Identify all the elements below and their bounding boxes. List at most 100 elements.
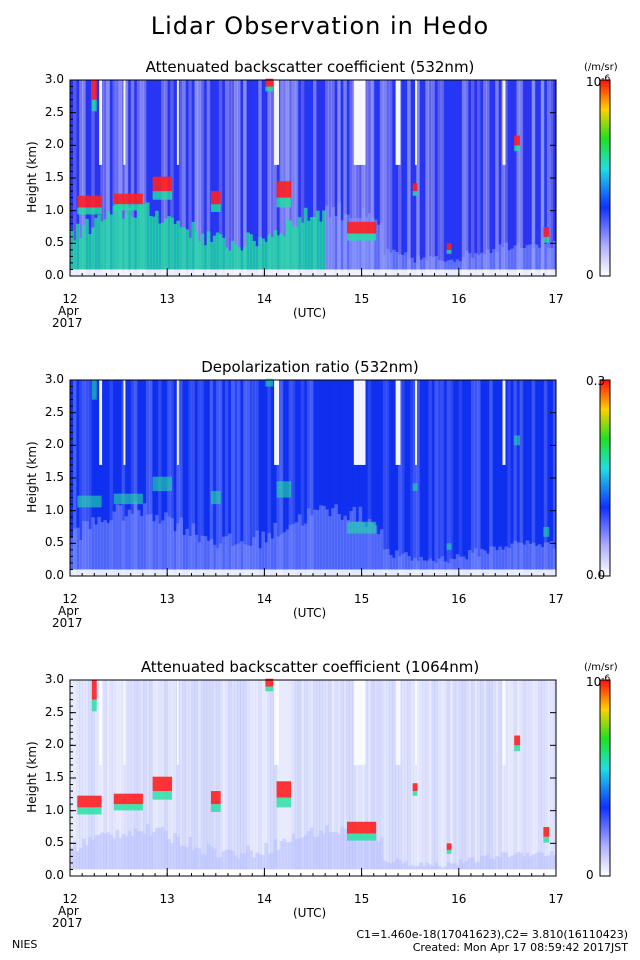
- heatmap-column: [516, 80, 521, 276]
- heatmap-column: [130, 380, 135, 576]
- heatmap-column: [206, 380, 211, 576]
- heatmap-column: [82, 80, 86, 276]
- boundary-layer-cell: [167, 216, 171, 270]
- heatmap-column: [528, 80, 533, 276]
- boundary-layer-cell: [152, 216, 156, 270]
- boundary-layer-cell: [349, 218, 354, 270]
- near-ground-mask: [70, 569, 556, 576]
- heatmap-column: [121, 380, 126, 576]
- heatmap-column: [294, 680, 299, 876]
- boundary-layer-cell: [437, 865, 442, 870]
- boundary-layer-cell: [349, 511, 354, 570]
- boundary-layer-cell: [331, 832, 335, 870]
- heatmap-column: [179, 80, 183, 276]
- boundary-layer-cell: [227, 250, 232, 270]
- boundary-layer-cell: [419, 556, 423, 570]
- boundary-layer-cell: [185, 229, 190, 270]
- boundary-layer-cell: [340, 519, 344, 570]
- boundary-layer-cell: [145, 202, 150, 270]
- boundary-layer-cell: [464, 250, 469, 270]
- heatmap-column: [501, 680, 505, 876]
- x-tick-label: 12: [62, 292, 78, 306]
- heatmap-column: [288, 380, 293, 576]
- heatmap-column: [309, 680, 314, 876]
- heatmap-column: [158, 80, 162, 276]
- heatmap-column: [379, 80, 384, 276]
- boundary-layer-cell: [379, 837, 384, 870]
- boundary-layer-cell: [546, 542, 551, 570]
- heatmap-column: [252, 680, 256, 876]
- heatmap-column: [452, 380, 457, 576]
- heatmap-column: [176, 680, 180, 876]
- boundary-layer-cell: [218, 543, 223, 570]
- heatmap-column: [352, 80, 357, 276]
- heatmap-column: [234, 380, 238, 576]
- heatmap-column: [249, 680, 253, 876]
- heatmap-column: [419, 80, 423, 276]
- boundary-layer-cell: [194, 847, 199, 870]
- heatmap-column: [525, 80, 530, 276]
- heatmap-column: [279, 680, 284, 876]
- heatmap-column: [133, 80, 138, 276]
- boundary-layer-cell: [133, 500, 138, 570]
- near-ground-mask: [70, 269, 556, 276]
- y-tick-label: 3.0: [44, 72, 64, 86]
- boundary-layer-cell: [404, 861, 408, 870]
- data-gap: [99, 380, 103, 465]
- boundary-layer-cell: [334, 216, 338, 270]
- boundary-layer-cell: [173, 223, 177, 270]
- heatmap-column: [516, 380, 521, 576]
- boundary-layer-cell: [346, 520, 351, 570]
- boundary-layer-cell: [82, 520, 86, 570]
- heatmap-column: [413, 80, 417, 276]
- heatmap-column: [164, 80, 168, 276]
- boundary-layer-cell: [273, 230, 278, 270]
- heatmap-column: [349, 680, 354, 876]
- heatmap-column: [82, 380, 86, 576]
- heatmap-column: [167, 380, 171, 576]
- boundary-layer-cell: [355, 217, 360, 270]
- boundary-layer-cell: [522, 544, 527, 570]
- cloud-top: [412, 183, 418, 192]
- boundary-layer-cell: [328, 832, 332, 870]
- heatmap-column: [483, 80, 487, 276]
- heatmap-column: [540, 80, 545, 276]
- boundary-layer-cell: [395, 858, 399, 870]
- boundary-layer-cell: [422, 560, 426, 570]
- heatmap-column: [507, 80, 512, 276]
- heatmap-column: [246, 680, 250, 876]
- heatmap-column: [227, 380, 232, 576]
- boundary-layer-cell: [255, 852, 259, 870]
- cloud-base: [113, 204, 143, 211]
- heatmap-column: [139, 380, 144, 576]
- boundary-layer-cell: [246, 845, 250, 870]
- cloud-top: [347, 821, 377, 834]
- depol-feature: [265, 378, 274, 387]
- x-tick-label: 13: [159, 892, 175, 906]
- data-gap: [274, 380, 279, 465]
- heatmap-column: [142, 380, 147, 576]
- colorbar: [599, 79, 611, 277]
- heatmap-column: [313, 680, 317, 876]
- heatmap-column: [243, 80, 247, 276]
- boundary-layer-cell: [182, 534, 187, 570]
- colorbar-unit: (/m/sr): [584, 662, 618, 673]
- x-tick-label: 16: [451, 592, 467, 606]
- boundary-layer-cell: [145, 824, 150, 870]
- boundary-layer-cell: [528, 856, 533, 870]
- cloud-base: [276, 197, 292, 208]
- heatmap-column: [234, 680, 238, 876]
- boundary-layer-cell: [473, 862, 478, 870]
- data-gap: [353, 80, 366, 165]
- colorbar: [599, 679, 611, 877]
- heatmap-column: [297, 80, 302, 276]
- colorbar-exponent: -6: [601, 74, 611, 84]
- heatmap-column: [440, 80, 445, 276]
- cloud-top: [543, 827, 550, 837]
- boundary-layer-cell: [452, 863, 457, 870]
- boundary-layer-cell: [455, 865, 460, 870]
- heatmap-column: [300, 380, 305, 576]
- cloud-top: [514, 135, 521, 146]
- y-tick-label: 3.0: [44, 672, 64, 686]
